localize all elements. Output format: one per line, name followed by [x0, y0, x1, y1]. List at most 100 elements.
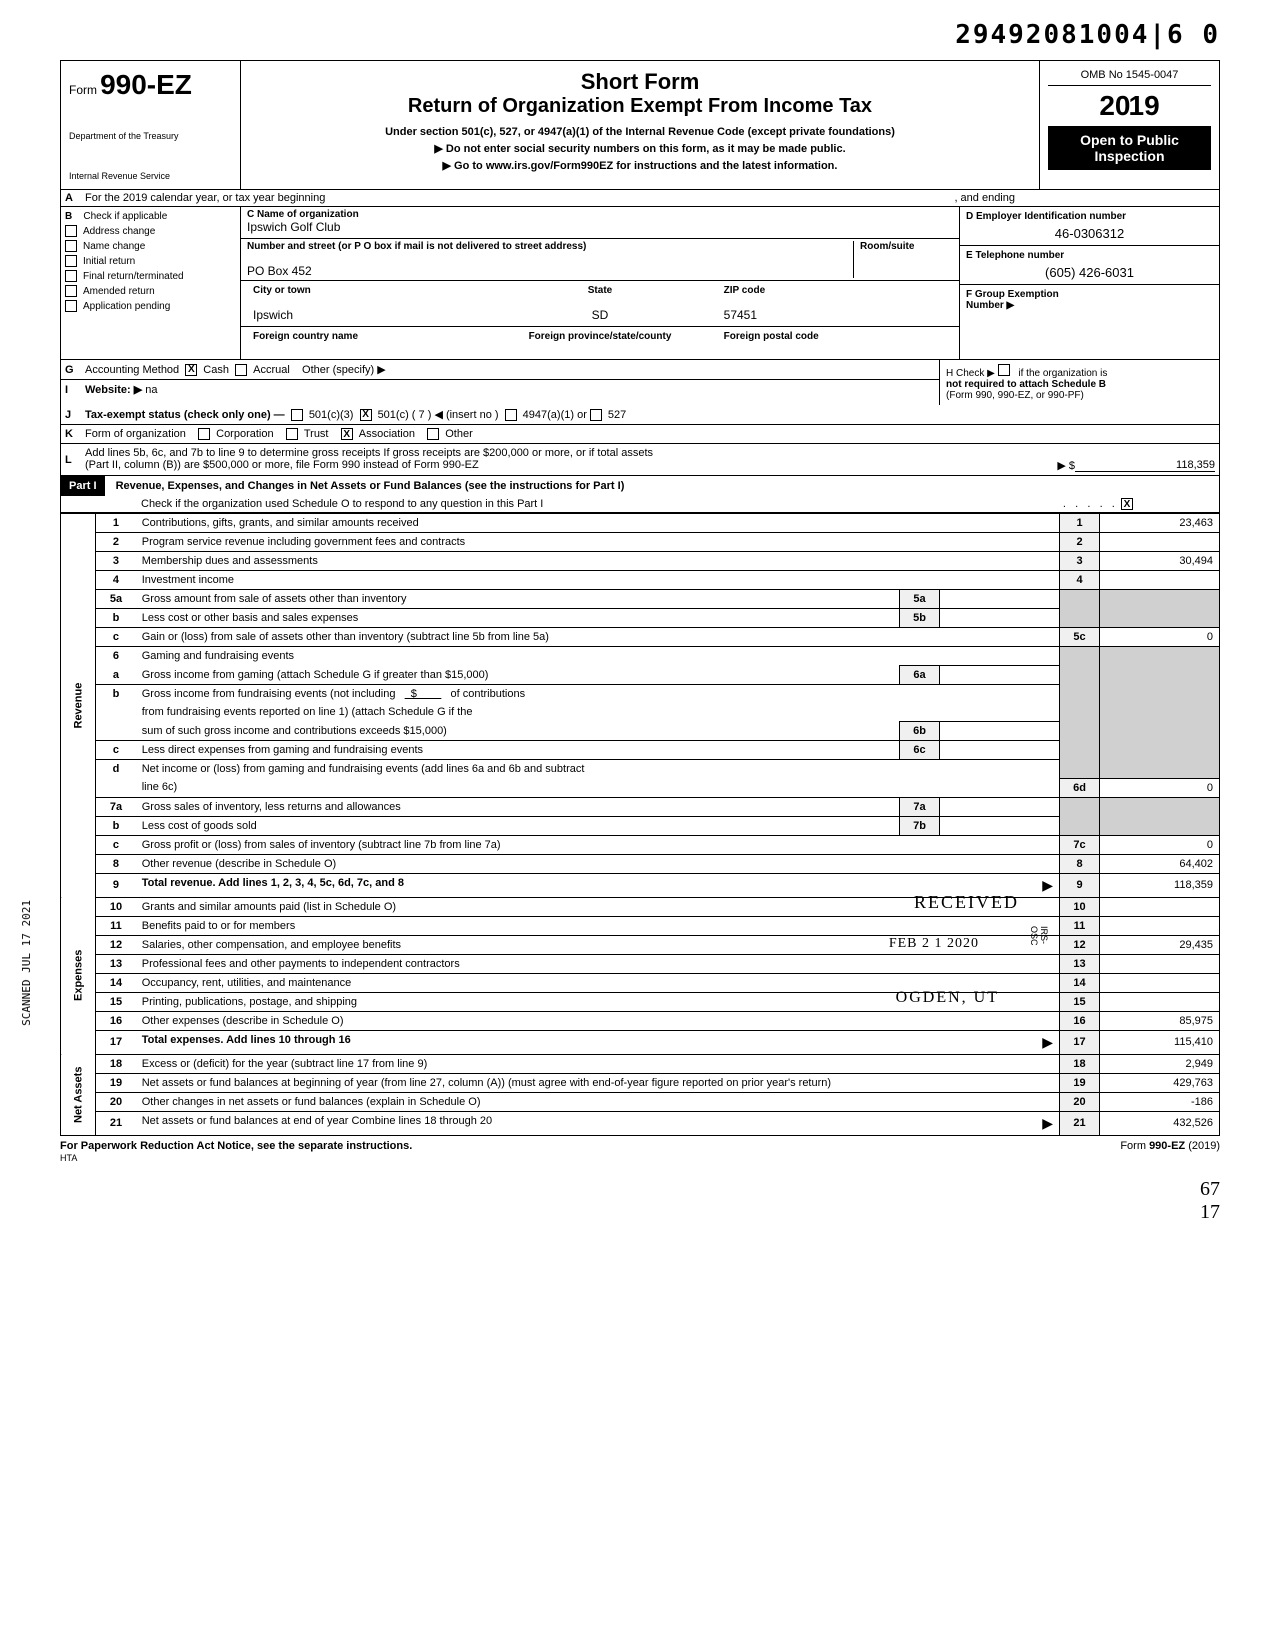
- line-desc: Gross income from fundraising events (no…: [136, 685, 1060, 704]
- line-6b-2: from fundraising events reported on line…: [61, 703, 1220, 722]
- check-pending[interactable]: Application pending: [65, 300, 236, 312]
- label-a: A: [65, 192, 85, 204]
- check-assoc[interactable]: X: [341, 428, 353, 440]
- line-desc: Benefits paid to or for members: [136, 916, 1060, 935]
- line-desc: Total expenses. Add lines 10 through 16 …: [136, 1030, 1060, 1054]
- line-num: [96, 703, 136, 722]
- irs-osc-stamp: IRS-OSC: [1029, 926, 1049, 954]
- line-num: 5a: [96, 590, 136, 609]
- title-note-1: Under section 501(c), 527, or 4947(a)(1)…: [249, 126, 1031, 138]
- check-schedule-b[interactable]: [998, 364, 1010, 376]
- inner-ref: 5a: [900, 590, 940, 609]
- check-cash[interactable]: X: [185, 364, 197, 376]
- zip-label: ZIP code: [724, 285, 947, 296]
- check-schedule-o[interactable]: X: [1121, 498, 1133, 510]
- room-label: Room/suite: [860, 241, 953, 252]
- col-de: D Employer Identification number 46-0306…: [959, 207, 1219, 359]
- phone-label: E Telephone number: [966, 250, 1213, 261]
- title-note-3: ▶ Go to www.irs.gov/Form990EZ for instru…: [249, 159, 1031, 172]
- hand-67: 67: [60, 1178, 1220, 1201]
- check-address-change[interactable]: Address change: [65, 225, 236, 237]
- line-ref: 20: [1060, 1092, 1100, 1111]
- line-num: 6: [96, 647, 136, 666]
- line-num: 14: [96, 973, 136, 992]
- inner-ref: 6c: [900, 741, 940, 760]
- line-desc: Other changes in net assets or fund bala…: [136, 1092, 1060, 1111]
- org-name-value: Ipswich Golf Club: [247, 220, 953, 234]
- line-val: 23,463: [1100, 514, 1220, 533]
- line-ref: 2: [1060, 533, 1100, 552]
- revenue-section-label: Revenue: [61, 514, 96, 898]
- check-501c[interactable]: X: [360, 409, 372, 421]
- line-10: Expenses 10 Grants and similar amounts p…: [61, 897, 1220, 916]
- paperwork-notice: For Paperwork Reduction Act Notice, see …: [60, 1140, 412, 1152]
- line-16: 16 Other expenses (describe in Schedule …: [61, 1011, 1220, 1030]
- line-val: [1100, 533, 1220, 552]
- line-desc: Investment income: [136, 571, 1060, 590]
- gray-cell: [1100, 647, 1220, 779]
- line-val: 0: [1100, 835, 1220, 854]
- line-val: 30,494: [1100, 552, 1220, 571]
- line-6a: a Gross income from gaming (attach Sched…: [61, 666, 1220, 685]
- check-4947[interactable]: [505, 409, 517, 421]
- check-accrual[interactable]: [235, 364, 247, 376]
- line-desc: Gain or (loss) from sale of assets other…: [136, 628, 1060, 647]
- line-17: 17 Total expenses. Add lines 10 through …: [61, 1030, 1220, 1054]
- line-desc: sum of such gross income and contributio…: [136, 722, 900, 741]
- other-org-label: Other: [445, 428, 473, 440]
- form-header-center: Short Form Return of Organization Exempt…: [241, 61, 1039, 189]
- omb-number: OMB No 1545-0047: [1048, 69, 1211, 86]
- line-ref: 16: [1060, 1011, 1100, 1030]
- state-value: SD: [592, 308, 609, 322]
- inner-ref: 5b: [900, 609, 940, 628]
- line-12-desc: Salaries, other compensation, and employ…: [142, 939, 401, 951]
- line-num: 18: [96, 1054, 136, 1073]
- check-527[interactable]: [590, 409, 602, 421]
- gray-cell: [1060, 797, 1100, 835]
- inner-val: [940, 816, 1060, 835]
- line-num: c: [96, 628, 136, 647]
- line-3: 3 Membership dues and assessments 3 30,4…: [61, 552, 1220, 571]
- line-desc: Grants and similar amounts paid (list in…: [136, 897, 1060, 916]
- website-label: Website: ▶: [85, 383, 142, 396]
- line-num: 4: [96, 571, 136, 590]
- inner-val: [940, 797, 1060, 816]
- line-10-desc: Grants and similar amounts paid (list in…: [142, 901, 396, 913]
- line-ref: 7c: [1060, 835, 1100, 854]
- 501c-label: 501(c) (: [378, 409, 416, 421]
- line-val: [1100, 897, 1220, 916]
- label-k: K: [65, 428, 85, 440]
- trust-label: Trust: [304, 428, 329, 440]
- check-amended[interactable]: Amended return: [65, 285, 236, 297]
- line-num: b: [96, 685, 136, 704]
- line-val: -186: [1100, 1092, 1220, 1111]
- line-desc: Program service revenue including govern…: [136, 533, 1060, 552]
- inner-val: [940, 666, 1060, 685]
- line-ref: 8: [1060, 854, 1100, 873]
- check-trust[interactable]: [286, 428, 298, 440]
- line-ref: 11: [1060, 916, 1100, 935]
- line-num: [96, 778, 136, 797]
- line-num: d: [96, 760, 136, 779]
- line-15: 15 Printing, publications, postage, and …: [61, 992, 1220, 1011]
- arrow-icon: ▶: [1042, 1034, 1053, 1051]
- check-final-return[interactable]: Final return/terminated: [65, 270, 236, 282]
- line-ref: 6d: [1060, 778, 1100, 797]
- check-initial-return[interactable]: Initial return: [65, 255, 236, 267]
- line-val: 432,526: [1100, 1111, 1220, 1135]
- check-corp[interactable]: [198, 428, 210, 440]
- accrual-label: Accrual: [253, 364, 290, 376]
- footer: For Paperwork Reduction Act Notice, see …: [60, 1136, 1220, 1168]
- line-ref: 10: [1060, 897, 1100, 916]
- year-mid: 0: [1115, 90, 1129, 121]
- line-num: 12: [96, 935, 136, 954]
- row-l-text1: Add lines 5b, 6c, and 7b to line 9 to de…: [85, 447, 1215, 459]
- check-501c3[interactable]: [291, 409, 303, 421]
- line-desc: Salaries, other compensation, and employ…: [136, 935, 1060, 954]
- line-ref: 5c: [1060, 628, 1100, 647]
- line-6c: c Less direct expenses from gaming and f…: [61, 741, 1220, 760]
- row-l: L Add lines 5b, 6c, and 7b to line 9 to …: [61, 444, 1219, 475]
- check-other-org[interactable]: [427, 428, 439, 440]
- ein-value: 46-0306312: [966, 226, 1213, 241]
- check-name-change[interactable]: Name change: [65, 240, 236, 252]
